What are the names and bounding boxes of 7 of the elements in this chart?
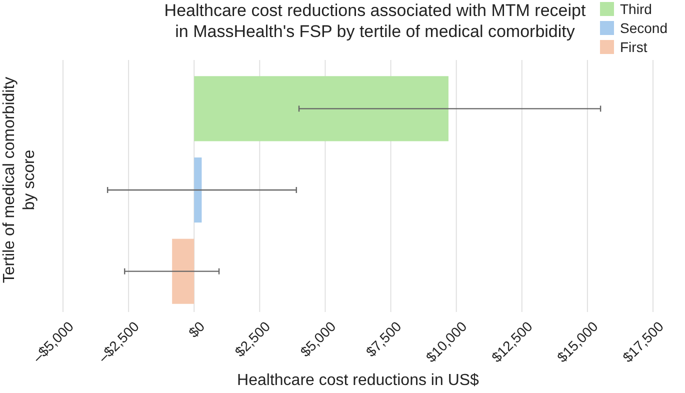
legend-label: Second bbox=[620, 20, 668, 36]
x-axis-title: Healthcare cost reductions in US$ bbox=[237, 372, 480, 389]
legend-label: Third bbox=[620, 1, 652, 17]
y-axis-title: Tertile of medical comorbidity by score bbox=[1, 76, 38, 284]
chart-title: Healthcare cost reductions associated with MTM receipt in MassHealth's FSP by tertile of medical comorbidity bbox=[164, 1, 586, 41]
legend-label: First bbox=[620, 39, 648, 55]
x-tick-label: $0 bbox=[185, 318, 208, 340]
